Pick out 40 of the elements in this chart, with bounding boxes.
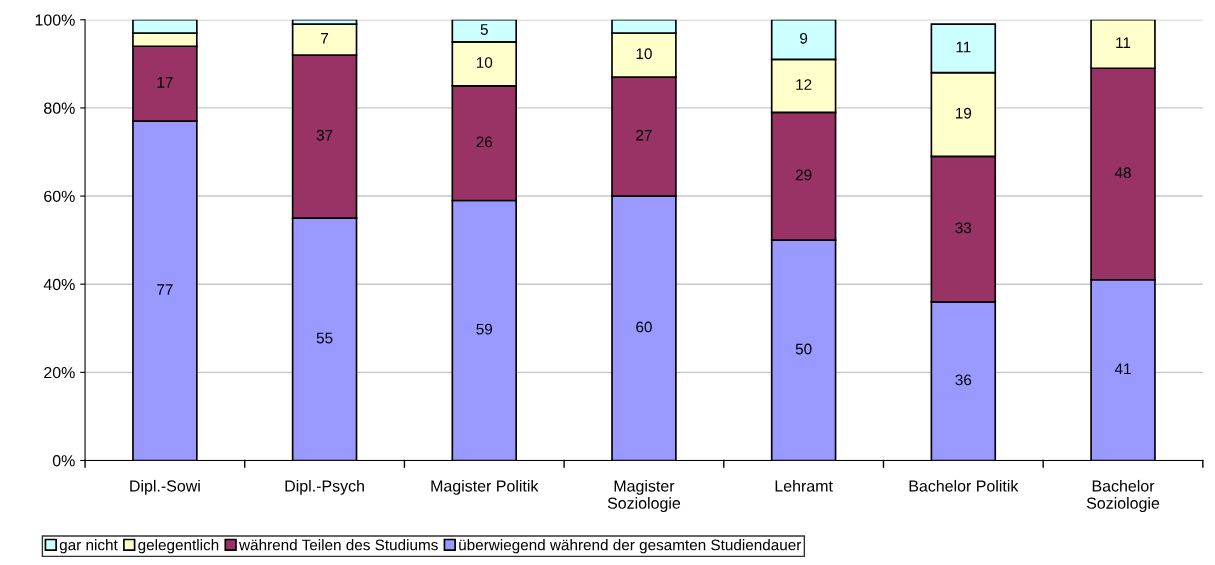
y-tick-label: 20% xyxy=(44,366,75,379)
data-label: 37 xyxy=(316,129,333,141)
data-label: 55 xyxy=(316,332,333,344)
legend-label: gar nicht xyxy=(59,539,118,554)
data-label: 11 xyxy=(1116,37,1131,48)
data-label: 77 xyxy=(157,284,173,295)
y-tick-label: 40% xyxy=(43,278,75,291)
data-label: 19 xyxy=(955,107,972,119)
data-label: 9 xyxy=(800,32,808,44)
data-label: 11 xyxy=(956,41,971,53)
x-tick-label: Dipl.-Psych xyxy=(285,479,364,495)
data-label: 7 xyxy=(321,33,329,44)
data-label: 48 xyxy=(1114,167,1131,179)
data-label: 50 xyxy=(795,343,812,355)
x-tick-label: Bachelor Soziologie xyxy=(1086,479,1160,513)
data-label: 36 xyxy=(955,374,972,386)
x-tick-label: Lehramt xyxy=(775,479,833,492)
data-label: 59 xyxy=(476,323,493,335)
legend-label: gelegentlich xyxy=(138,539,219,554)
data-label: 29 xyxy=(795,169,812,181)
x-tick-label: Bachelor Politik xyxy=(909,479,1019,492)
y-tick-label: 80% xyxy=(44,102,75,114)
data-label: 5 xyxy=(480,24,488,35)
legend-label: während Teilen des Studiums xyxy=(239,539,438,551)
data-label: 17 xyxy=(157,77,173,88)
data-label: 60 xyxy=(636,321,652,333)
data-label: 12 xyxy=(796,79,812,90)
x-tick-label: Magister Soziologie xyxy=(607,479,681,513)
x-tick-label: Magister Politik xyxy=(431,479,539,495)
data-label: 27 xyxy=(636,129,652,141)
y-tick-label: 0% xyxy=(52,455,75,467)
x-tick-label: Dipl.-Sowi xyxy=(130,479,200,495)
data-label: 33 xyxy=(955,222,972,234)
data-label: 26 xyxy=(476,136,493,148)
data-label: 10 xyxy=(476,57,493,68)
data-label: 10 xyxy=(636,48,652,60)
data-label: 41 xyxy=(1114,363,1131,375)
y-tick-label: 100% xyxy=(35,14,75,26)
y-tick-label: 60% xyxy=(44,190,75,202)
legend-label: überwiegend während der gesamten Studiendauer xyxy=(459,539,802,554)
